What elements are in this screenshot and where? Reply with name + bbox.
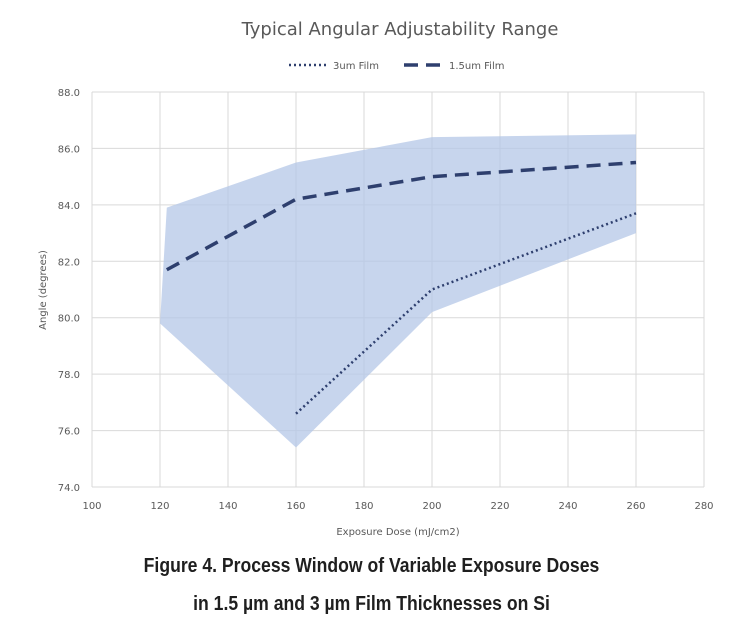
- y-tick-label: 80.0: [58, 314, 80, 325]
- series-lines: [165, 160, 637, 415]
- y-tick-label: 86.0: [58, 144, 80, 155]
- x-tick-label: 160: [286, 501, 305, 512]
- y-tick-label: 82.0: [58, 257, 80, 268]
- y-tick-label: 84.0: [58, 201, 80, 212]
- tick-labels: 74.0 76.0 78.0 80.0 82.0 84.0 86.0 88.0 100 120 14…: [58, 88, 714, 512]
- y-tick-label: 78.0: [58, 370, 80, 381]
- x-tick-label: 280: [694, 501, 713, 512]
- legend-label-1: 1.5um Film: [449, 61, 504, 72]
- figure-caption-line-1: Figure 4. Process Window of Variable Exp…: [143, 555, 600, 577]
- y-axis-title: Angle (degrees): [38, 250, 49, 330]
- series-line-1: [165, 160, 637, 272]
- figure-caption-line-2: in 1.5 µm and 3 µm Film Thicknesses on S…: [193, 593, 550, 615]
- range-band: [160, 134, 636, 448]
- x-tick-label: 200: [422, 501, 441, 512]
- x-tick-label: 120: [150, 501, 169, 512]
- series-line-0: [295, 212, 637, 415]
- x-tick-label: 260: [626, 501, 645, 512]
- range-band-area: [160, 134, 636, 448]
- y-tick-label: 76.0: [58, 427, 80, 438]
- x-tick-label: 140: [218, 501, 237, 512]
- y-tick-label: 74.0: [58, 483, 80, 494]
- x-tick-label: 180: [354, 501, 373, 512]
- x-axis-title: Exposure Dose (mJ/cm2): [336, 527, 459, 538]
- x-tick-label: 100: [82, 501, 101, 512]
- y-tick-label: 88.0: [58, 88, 80, 99]
- legend-label-0: 3um Film: [333, 61, 379, 72]
- legend: 3um Film 1.5um Film: [289, 61, 504, 72]
- x-tick-label: 240: [558, 501, 577, 512]
- chart-title: Typical Angular Adjustability Range: [241, 19, 559, 40]
- x-tick-label: 220: [490, 501, 509, 512]
- chart: Typical Angular Adjustability Range 3um …: [38, 19, 714, 538]
